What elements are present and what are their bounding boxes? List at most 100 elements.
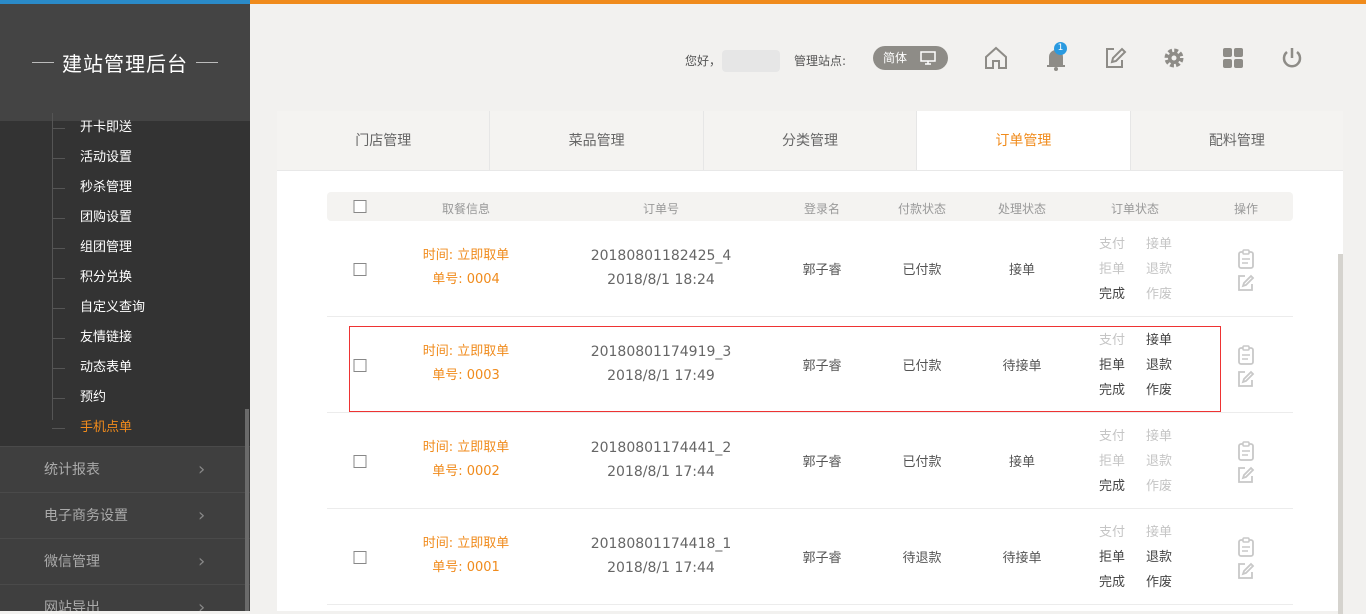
sidebar-subitem[interactable]: 友情链接 [0, 323, 250, 353]
sidebar-subitem[interactable]: 动态表单 [0, 353, 250, 383]
order-number: 20180801174919_3 [590, 344, 732, 360]
table-row: 时间: 立即取单 单号: 0003 20180801174919_3 2018/8/1… [327, 317, 1293, 413]
action-3: 退款 [1145, 262, 1173, 277]
row-checkbox[interactable] [353, 551, 367, 564]
submenu: 开卡即送 活动设置 秒杀管理 团购设置 组团管理 积分兑换 自定义查询 友情链接 动态表单 预约手… [0, 113, 250, 446]
action-5: 作废 [1145, 287, 1173, 302]
table-row: 时间: 立即取单 单号: 0001 20180801174418_1 2018/8/1… [327, 509, 1293, 605]
order-date: 2018/8/1 17:49 [607, 368, 715, 384]
edit-order-icon[interactable] [1236, 369, 1256, 393]
brand-title: 建站管理后台 [62, 52, 188, 76]
tab-1[interactable]: 菜品管理 [490, 111, 704, 170]
col-login: 登录名 [803, 202, 841, 216]
sidebar-menu-item[interactable]: 统计报表 › [0, 446, 250, 492]
action-3[interactable]: 退款 [1145, 358, 1173, 373]
action-4[interactable]: 完成 [1098, 479, 1126, 494]
sidebar: 建站管理后台 开卡即送 活动设置 秒杀管理 团购设置 组团管理 积分兑换 自定义查询 友情链接… [0, 4, 250, 611]
sidebar-menu-item[interactable]: 电子商务设置 › [0, 492, 250, 538]
pickup-number: 单号: 0001 [432, 560, 500, 575]
tab-0[interactable]: 门店管理 [277, 111, 491, 170]
chevron-right-icon: › [198, 597, 206, 611]
action-2[interactable]: 拒单 [1098, 358, 1126, 373]
action-5[interactable]: 作废 [1145, 575, 1173, 590]
sidebar-scrollbar[interactable] [245, 409, 249, 611]
sidebar-subitem[interactable]: 积分兑换 [0, 263, 250, 293]
action-1: 接单 [1145, 429, 1173, 444]
pay-status: 已付款 [902, 263, 942, 278]
order-info: 20180801174919_3 2018/8/1 17:49 [591, 340, 732, 388]
notification-badge: 1 [1054, 42, 1067, 55]
content-scrollbar[interactable] [1338, 254, 1343, 614]
pickup-time: 时间: 立即取单 [422, 440, 510, 455]
view-order-icon[interactable] [1237, 249, 1255, 273]
action-0: 支付 [1098, 333, 1126, 348]
login-name: 郭子睿 [802, 455, 842, 470]
status-actions-left: 支付 拒单 完成 [1099, 328, 1125, 403]
action-3[interactable]: 退款 [1145, 550, 1173, 565]
order-info: 20180801182425_4 2018/8/1 18:24 [591, 244, 732, 292]
menu-label: 电子商务设置 [44, 508, 128, 524]
action-1[interactable]: 接单 [1145, 333, 1173, 348]
pay-status: 已付款 [902, 359, 942, 374]
process-status: 待接单 [1002, 551, 1042, 566]
view-order-icon[interactable] [1237, 537, 1255, 561]
sidebar-subitem[interactable]: 活动设置 [0, 143, 250, 173]
language-label: 简体 [883, 51, 908, 65]
sidebar-subitem[interactable]: 开卡即送 [0, 113, 250, 143]
process-status: 待接单 [1002, 359, 1042, 374]
power-icon[interactable] [1278, 44, 1306, 72]
chevron-right-icon: › [198, 505, 206, 526]
gear-icon[interactable] [1160, 44, 1188, 72]
home-icon[interactable] [982, 44, 1010, 72]
row-checkbox[interactable] [353, 263, 367, 276]
view-order-icon[interactable] [1237, 345, 1255, 369]
edit-icon[interactable] [1101, 44, 1129, 72]
tab-3[interactable]: 订单管理 [917, 111, 1131, 170]
sidebar-subitem[interactable]: 手机点单 [0, 413, 250, 443]
greeting: 您好， [685, 54, 722, 68]
action-4[interactable]: 完成 [1098, 575, 1126, 590]
col-order-no: 订单号 [642, 202, 680, 216]
content-panel: 门店管理 菜品管理 分类管理 订单管理 配料管理 取餐信息 订单号 登录名 付款状态 处… [277, 111, 1343, 614]
action-2[interactable]: 拒单 [1098, 550, 1126, 565]
view-order-icon[interactable] [1237, 441, 1255, 465]
order-date: 2018/8/1 17:44 [607, 560, 715, 576]
action-5[interactable]: 作废 [1145, 383, 1173, 398]
language-site-switch[interactable]: 简体 [873, 46, 948, 70]
row-checkbox[interactable] [353, 359, 367, 372]
sidebar-menu-item[interactable]: 微信管理 › [0, 538, 250, 584]
sidebar-subitem[interactable]: 团购设置 [0, 203, 250, 233]
status-actions-right: 接单 退款 作废 [1146, 520, 1172, 595]
status-actions-right: 接单 退款 作废 [1146, 424, 1172, 499]
sidebar-subitem[interactable]: 自定义查询 [0, 293, 250, 323]
tab-4[interactable]: 配料管理 [1208, 133, 1265, 149]
sidebar-subitem[interactable]: 秒杀管理 [0, 173, 250, 203]
sidebar-subitem[interactable]: 预约 [0, 383, 250, 413]
sidebar-subitem[interactable]: 组团管理 [0, 233, 250, 263]
bell-icon[interactable]: 1 [1042, 42, 1070, 72]
action-1: 接单 [1145, 237, 1173, 252]
grid-icon[interactable] [1219, 44, 1247, 72]
action-0: 支付 [1098, 429, 1126, 444]
login-name: 郭子睿 [802, 359, 842, 374]
edit-order-icon[interactable] [1236, 273, 1256, 297]
action-0: 支付 [1098, 525, 1126, 540]
tab-2[interactable]: 分类管理 [704, 111, 918, 170]
status-actions-left: 支付 拒单 完成 [1099, 232, 1125, 307]
action-2: 拒单 [1098, 454, 1126, 469]
status-actions-right: 接单 退款 作废 [1146, 232, 1172, 307]
edit-order-icon[interactable] [1236, 465, 1256, 489]
select-all-checkbox[interactable] [353, 200, 367, 213]
action-4[interactable]: 完成 [1098, 383, 1126, 398]
top-accent-bar [0, 0, 1366, 4]
pickup-info: 时间: 立即取单 单号: 0002 [423, 436, 510, 484]
action-4[interactable]: 完成 [1098, 287, 1126, 302]
menu-label: 统计报表 [44, 462, 100, 478]
edit-order-icon[interactable] [1236, 561, 1256, 585]
status-actions-left: 支付 拒单 完成 [1099, 424, 1125, 499]
process-status: 接单 [1008, 263, 1036, 278]
row-checkbox[interactable] [353, 455, 367, 468]
sidebar-menu-item[interactable]: 网站导出 › [0, 584, 250, 611]
status-actions-right: 接单 退款 作废 [1146, 328, 1172, 403]
order-number: 20180801174418_1 [590, 536, 732, 552]
